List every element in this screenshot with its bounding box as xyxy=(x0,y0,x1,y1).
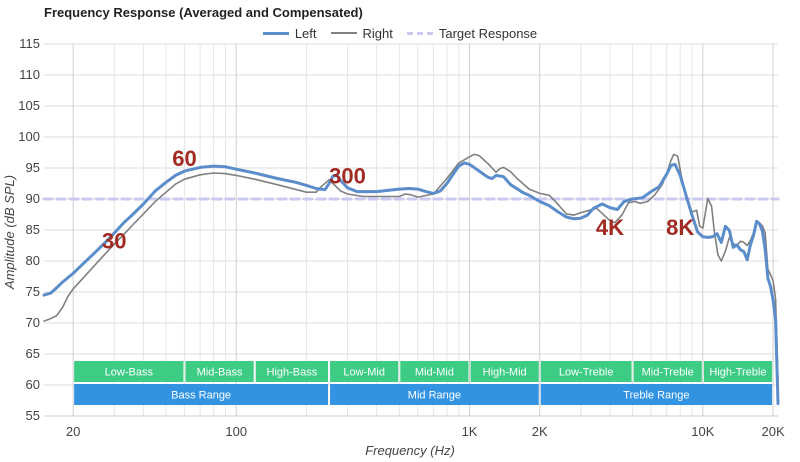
x-tick-label: 100 xyxy=(225,424,247,439)
band-mid-treble xyxy=(633,361,702,382)
x-tick-label: 20 xyxy=(66,424,80,439)
frequency-marker-60: 60 xyxy=(172,146,196,171)
frequency-marker-300: 300 xyxy=(329,164,366,189)
band-label: Mid-Bass xyxy=(197,367,243,379)
legend-swatch-target xyxy=(406,31,433,35)
band-low-mid xyxy=(330,361,399,382)
band-label: Low-Treble xyxy=(559,367,614,379)
band-label: High-Treble xyxy=(709,367,766,379)
band-label: Mid-Mid xyxy=(415,367,454,379)
band-label: Treble Range xyxy=(623,390,689,402)
frequency-marker-30: 30 xyxy=(102,229,126,254)
series-line-right xyxy=(43,153,779,383)
band-high-treble xyxy=(703,361,773,382)
y-tick-label: 55 xyxy=(26,408,40,423)
x-axis-label: Frequency (Hz) xyxy=(365,443,455,458)
band-label: High-Bass xyxy=(267,367,318,379)
band-label: Low-Mid xyxy=(343,367,385,379)
frequency-bands: Low-Bass Mid-Bass High-Bass Low-Mid Mid-Mid H… xyxy=(74,361,773,405)
x-tick-label: 2K xyxy=(532,424,548,439)
y-tick-label: 115 xyxy=(19,36,40,51)
legend-item-left[interactable]: Left xyxy=(262,25,317,41)
legend-swatch-right xyxy=(330,32,357,34)
frequency-marker-4k: 4K xyxy=(596,215,624,240)
grid xyxy=(44,43,778,417)
y-tick-label: 100 xyxy=(18,129,40,144)
axes: 55 60 65 70 75 80 85 90 95 100 105 110 115 20 100 1K 2K 1… xyxy=(18,36,785,439)
legend-label-right: Right xyxy=(362,25,393,41)
band-high-mid xyxy=(470,361,539,382)
y-tick-label: 65 xyxy=(26,346,40,361)
x-tick-label: 20K xyxy=(761,424,784,439)
series-lines xyxy=(42,153,780,406)
band-label: Mid Range xyxy=(408,390,461,402)
y-tick-label: 70 xyxy=(26,315,40,330)
band-low-bass xyxy=(74,361,184,382)
band-label: High-Mid xyxy=(483,367,527,379)
y-tick-label: 95 xyxy=(26,160,40,175)
legend-swatch-left xyxy=(262,31,289,35)
legend: Left Right Target Response xyxy=(0,24,800,42)
legend-item-right[interactable]: Right xyxy=(330,25,393,41)
y-axis-label: Amplitude (dB SPL) xyxy=(2,175,17,290)
band-treble-range xyxy=(540,384,773,405)
band-bass-range xyxy=(74,384,329,405)
frequency-marker-8k: 8K xyxy=(666,215,694,240)
band-label: Bass Range xyxy=(171,390,231,402)
x-tick-label: 10K xyxy=(691,424,714,439)
y-tick-label: 75 xyxy=(26,284,40,299)
chart-title: Frequency Response (Averaged and Compens… xyxy=(44,5,363,20)
band-label: Low-Bass xyxy=(105,367,154,379)
legend-label-target: Target Response xyxy=(438,25,538,41)
y-tick-label: 90 xyxy=(26,191,40,206)
band-mid-mid xyxy=(400,361,469,382)
y-tick-label: 110 xyxy=(19,67,40,82)
band-low-treble xyxy=(540,361,632,382)
legend-item-target[interactable]: Target Response xyxy=(406,25,538,41)
series-line-left xyxy=(42,161,780,406)
y-tick-label: 80 xyxy=(26,253,40,268)
frequency-annotations: 30 60 300 4K 8K xyxy=(102,146,694,253)
y-tick-label: 85 xyxy=(26,222,40,237)
band-label: Mid-Treble xyxy=(642,367,694,379)
legend-label-left: Left xyxy=(294,25,317,41)
band-mid-range xyxy=(330,384,539,405)
x-tick-label: 1K xyxy=(462,424,478,439)
band-mid-bass xyxy=(185,361,254,382)
band-high-bass xyxy=(255,361,329,382)
y-tick-label: 105 xyxy=(18,98,40,113)
y-tick-label: 60 xyxy=(26,377,40,392)
